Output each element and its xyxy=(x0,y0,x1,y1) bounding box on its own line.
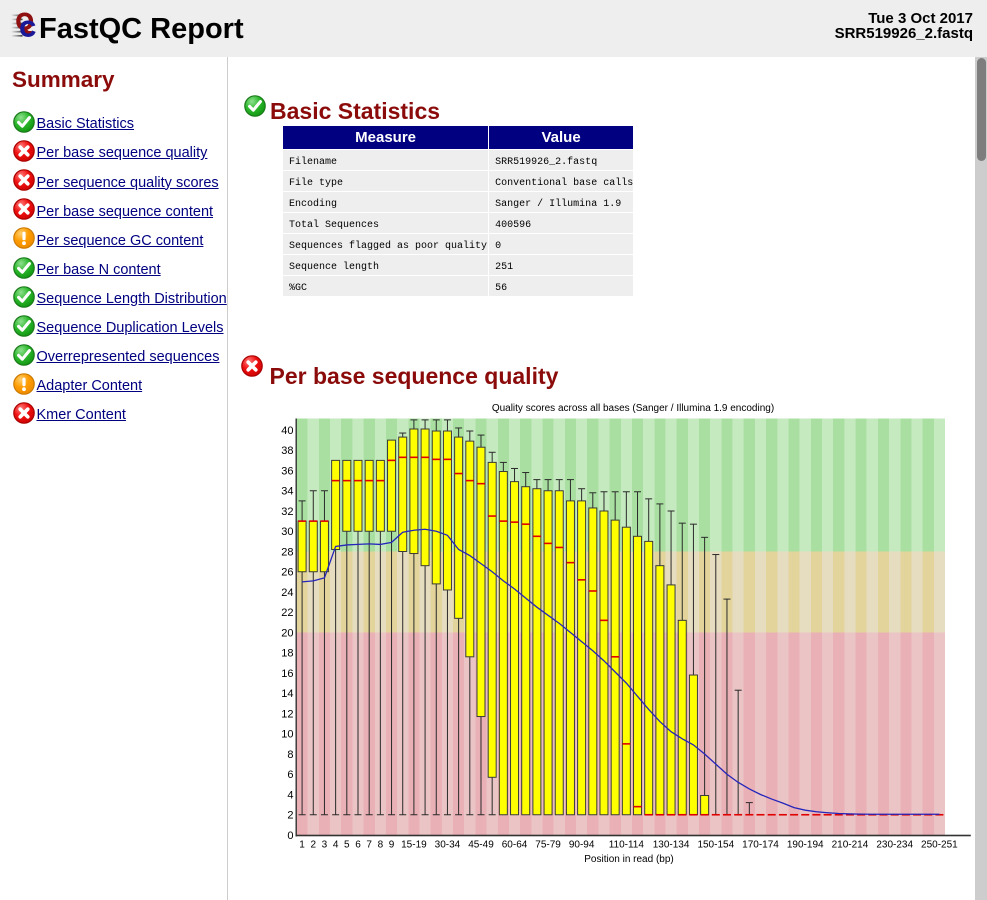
svg-text:38: 38 xyxy=(281,445,293,457)
svg-text:C: C xyxy=(20,17,36,42)
svg-text:6: 6 xyxy=(355,840,361,851)
svg-text:4: 4 xyxy=(287,789,293,801)
svg-text:3: 3 xyxy=(322,840,328,851)
svg-text:4: 4 xyxy=(333,840,339,851)
svg-text:9: 9 xyxy=(389,840,395,851)
svg-text:32: 32 xyxy=(281,506,293,518)
svg-text:28: 28 xyxy=(281,546,293,558)
svg-text:Quality scores across all base: Quality scores across all bases (Sanger … xyxy=(492,403,774,414)
svg-text:2: 2 xyxy=(287,810,293,822)
svg-text:210-214: 210-214 xyxy=(832,840,869,851)
svg-text:0: 0 xyxy=(287,830,293,842)
svg-text:230-234: 230-234 xyxy=(876,840,913,851)
svg-text:90-94: 90-94 xyxy=(569,840,595,851)
svg-text:15-19: 15-19 xyxy=(401,840,427,851)
svg-text:75-79: 75-79 xyxy=(535,840,561,851)
svg-text:7: 7 xyxy=(366,840,372,851)
svg-text:2: 2 xyxy=(310,840,316,851)
svg-text:Position in read (bp): Position in read (bp) xyxy=(584,854,674,865)
svg-text:20: 20 xyxy=(281,627,293,639)
svg-text:8: 8 xyxy=(378,840,384,851)
svg-text:24: 24 xyxy=(281,587,293,599)
svg-text:12: 12 xyxy=(281,708,293,720)
svg-text:22: 22 xyxy=(281,607,293,619)
svg-text:190-194: 190-194 xyxy=(787,840,824,851)
svg-text:36: 36 xyxy=(281,465,293,477)
svg-text:Q: Q xyxy=(16,8,34,34)
svg-text:150-154: 150-154 xyxy=(697,840,734,851)
svg-text:110-114: 110-114 xyxy=(609,840,645,851)
svg-text:16: 16 xyxy=(281,668,293,680)
svg-text:18: 18 xyxy=(281,648,293,660)
svg-text:30-34: 30-34 xyxy=(435,840,461,851)
svg-text:170-174: 170-174 xyxy=(742,840,779,851)
svg-text:60-64: 60-64 xyxy=(502,840,528,851)
svg-text:6: 6 xyxy=(287,769,293,781)
svg-text:34: 34 xyxy=(281,486,293,498)
svg-text:8: 8 xyxy=(287,749,293,761)
svg-text:14: 14 xyxy=(281,688,293,700)
svg-text:130-134: 130-134 xyxy=(653,840,690,851)
svg-text:250-251: 250-251 xyxy=(921,840,958,851)
svg-text:40: 40 xyxy=(281,425,293,437)
svg-text:5: 5 xyxy=(344,840,350,851)
svg-text:26: 26 xyxy=(281,567,293,579)
svg-text:45-49: 45-49 xyxy=(468,840,494,851)
svg-text:30: 30 xyxy=(281,526,293,538)
svg-text:1: 1 xyxy=(299,840,305,851)
svg-text:10: 10 xyxy=(281,729,293,741)
